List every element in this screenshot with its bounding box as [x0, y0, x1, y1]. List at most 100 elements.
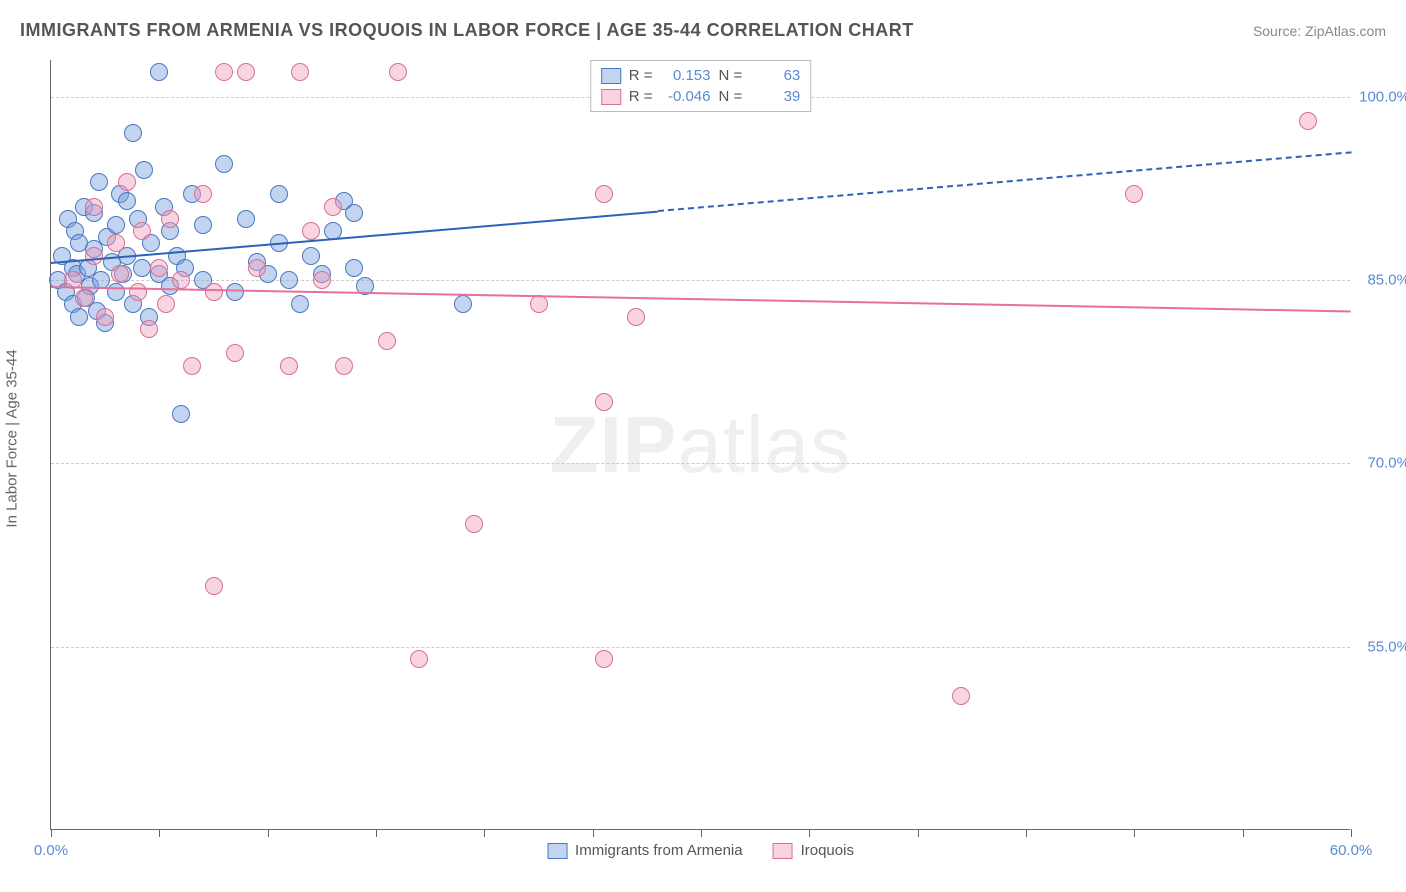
data-point: [194, 216, 212, 234]
r-label-1: R =: [629, 67, 653, 84]
data-point: [627, 308, 645, 326]
data-point: [124, 124, 142, 142]
data-point: [140, 320, 158, 338]
n-label-1: N =: [719, 67, 743, 84]
x-tick: [51, 829, 52, 837]
data-point: [150, 259, 168, 277]
data-point: [302, 222, 320, 240]
data-point: [410, 650, 428, 668]
legend-item-series2: Iroquois: [773, 842, 854, 859]
n-label-2: N =: [719, 88, 743, 105]
data-point: [205, 283, 223, 301]
data-point: [237, 63, 255, 81]
data-point: [345, 204, 363, 222]
data-point: [465, 515, 483, 533]
data-point: [107, 234, 125, 252]
data-point: [157, 295, 175, 313]
series-legend: Immigrants from Armenia Iroquois: [547, 842, 854, 859]
data-point: [226, 283, 244, 301]
data-point: [454, 295, 472, 313]
legend-label-1: Immigrants from Armenia: [575, 842, 743, 859]
x-tick: [159, 829, 160, 837]
swatch-bottom-1: [547, 843, 567, 859]
n-value-1: 63: [750, 67, 800, 84]
r-value-2: -0.046: [661, 88, 711, 105]
legend-row-series1: R = 0.153 N = 63: [601, 65, 801, 86]
x-tick-label: 60.0%: [1330, 842, 1373, 859]
n-value-2: 39: [750, 88, 800, 105]
legend-label-2: Iroquois: [801, 842, 854, 859]
plot-area: R = 0.153 N = 63 R = -0.046 N = 39 ZIPat…: [50, 60, 1350, 830]
data-point: [378, 332, 396, 350]
gridline: [51, 647, 1350, 648]
data-point: [129, 283, 147, 301]
data-point: [389, 63, 407, 81]
data-point: [111, 265, 129, 283]
watermark-light: atlas: [677, 400, 851, 489]
legend-item-series1: Immigrants from Armenia: [547, 842, 743, 859]
chart-title: IMMIGRANTS FROM ARMENIA VS IROQUOIS IN L…: [20, 20, 914, 41]
data-point: [302, 247, 320, 265]
data-point: [107, 216, 125, 234]
data-point: [215, 63, 233, 81]
x-tick: [1026, 829, 1027, 837]
data-point: [291, 63, 309, 81]
data-point: [237, 210, 255, 228]
x-tick: [376, 829, 377, 837]
correlation-legend: R = 0.153 N = 63 R = -0.046 N = 39: [590, 60, 812, 112]
data-point: [313, 271, 331, 289]
source-label: Source: ZipAtlas.com: [1253, 23, 1386, 39]
data-point: [172, 271, 190, 289]
data-point: [1125, 185, 1143, 203]
data-point: [85, 198, 103, 216]
data-point: [133, 259, 151, 277]
data-point: [595, 185, 613, 203]
x-tick: [593, 829, 594, 837]
x-tick: [809, 829, 810, 837]
trend-line: [658, 152, 1351, 213]
watermark: ZIPatlas: [550, 399, 851, 491]
r-value-1: 0.153: [661, 67, 711, 84]
swatch-bottom-2: [773, 843, 793, 859]
data-point: [118, 173, 136, 191]
x-tick: [484, 829, 485, 837]
data-point: [150, 63, 168, 81]
data-point: [90, 173, 108, 191]
data-point: [324, 198, 342, 216]
swatch-series1: [601, 68, 621, 84]
watermark-bold: ZIP: [550, 400, 677, 489]
x-tick: [268, 829, 269, 837]
x-tick: [918, 829, 919, 837]
data-point: [595, 393, 613, 411]
data-point: [205, 577, 223, 595]
y-tick-label: 70.0%: [1355, 455, 1406, 472]
x-tick: [701, 829, 702, 837]
y-tick-label: 85.0%: [1355, 272, 1406, 289]
data-point: [183, 357, 201, 375]
data-point: [530, 295, 548, 313]
data-point: [194, 185, 212, 203]
data-point: [107, 283, 125, 301]
data-point: [280, 271, 298, 289]
y-tick-label: 100.0%: [1355, 88, 1406, 105]
data-point: [335, 357, 353, 375]
data-point: [96, 308, 114, 326]
trend-line: [51, 286, 1351, 312]
legend-row-series2: R = -0.046 N = 39: [601, 86, 801, 107]
data-point: [291, 295, 309, 313]
y-tick-label: 55.0%: [1355, 638, 1406, 655]
y-axis-label: In Labor Force | Age 35-44: [4, 349, 21, 527]
data-point: [248, 259, 266, 277]
x-tick-label: 0.0%: [34, 842, 68, 859]
swatch-series2: [601, 89, 621, 105]
data-point: [280, 357, 298, 375]
data-point: [118, 192, 136, 210]
x-tick: [1351, 829, 1352, 837]
data-point: [345, 259, 363, 277]
data-point: [226, 344, 244, 362]
r-label-2: R =: [629, 88, 653, 105]
data-point: [75, 289, 93, 307]
data-point: [133, 222, 151, 240]
data-point: [135, 161, 153, 179]
data-point: [215, 155, 233, 173]
